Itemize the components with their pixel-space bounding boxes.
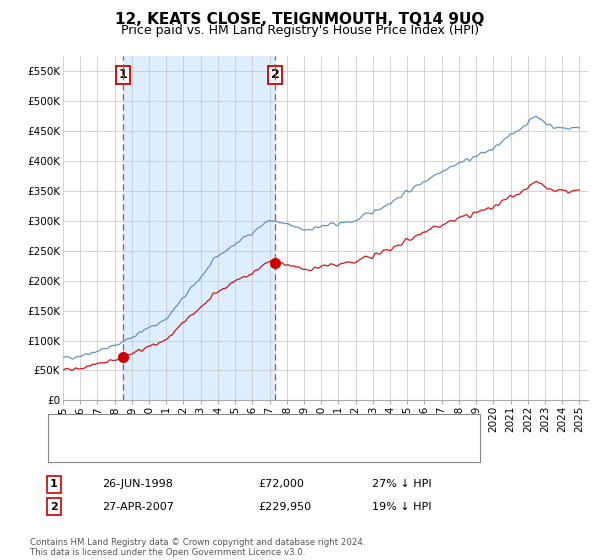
Text: 1: 1 — [119, 68, 127, 81]
Text: Contains HM Land Registry data © Crown copyright and database right 2024.
This d: Contains HM Land Registry data © Crown c… — [30, 538, 365, 557]
Text: 19% ↓ HPI: 19% ↓ HPI — [372, 502, 431, 512]
Text: 26-JUN-1998: 26-JUN-1998 — [102, 479, 173, 489]
Text: 2: 2 — [50, 502, 58, 512]
Text: HPI: Average price, detached house, Teignbridge: HPI: Average price, detached house, Teig… — [87, 446, 353, 456]
Text: Price paid vs. HM Land Registry's House Price Index (HPI): Price paid vs. HM Land Registry's House … — [121, 24, 479, 36]
Text: 12, KEATS CLOSE, TEIGNMOUTH, TQ14 9UQ (detached house): 12, KEATS CLOSE, TEIGNMOUTH, TQ14 9UQ (d… — [87, 423, 425, 433]
Text: 27-APR-2007: 27-APR-2007 — [102, 502, 174, 512]
Text: £229,950: £229,950 — [258, 502, 311, 512]
Text: 1: 1 — [50, 479, 58, 489]
Text: 2: 2 — [271, 68, 280, 81]
Text: 12, KEATS CLOSE, TEIGNMOUTH, TQ14 9UQ: 12, KEATS CLOSE, TEIGNMOUTH, TQ14 9UQ — [115, 12, 485, 27]
Text: 27% ↓ HPI: 27% ↓ HPI — [372, 479, 431, 489]
Bar — [123, 56, 275, 400]
Text: £72,000: £72,000 — [258, 479, 304, 489]
